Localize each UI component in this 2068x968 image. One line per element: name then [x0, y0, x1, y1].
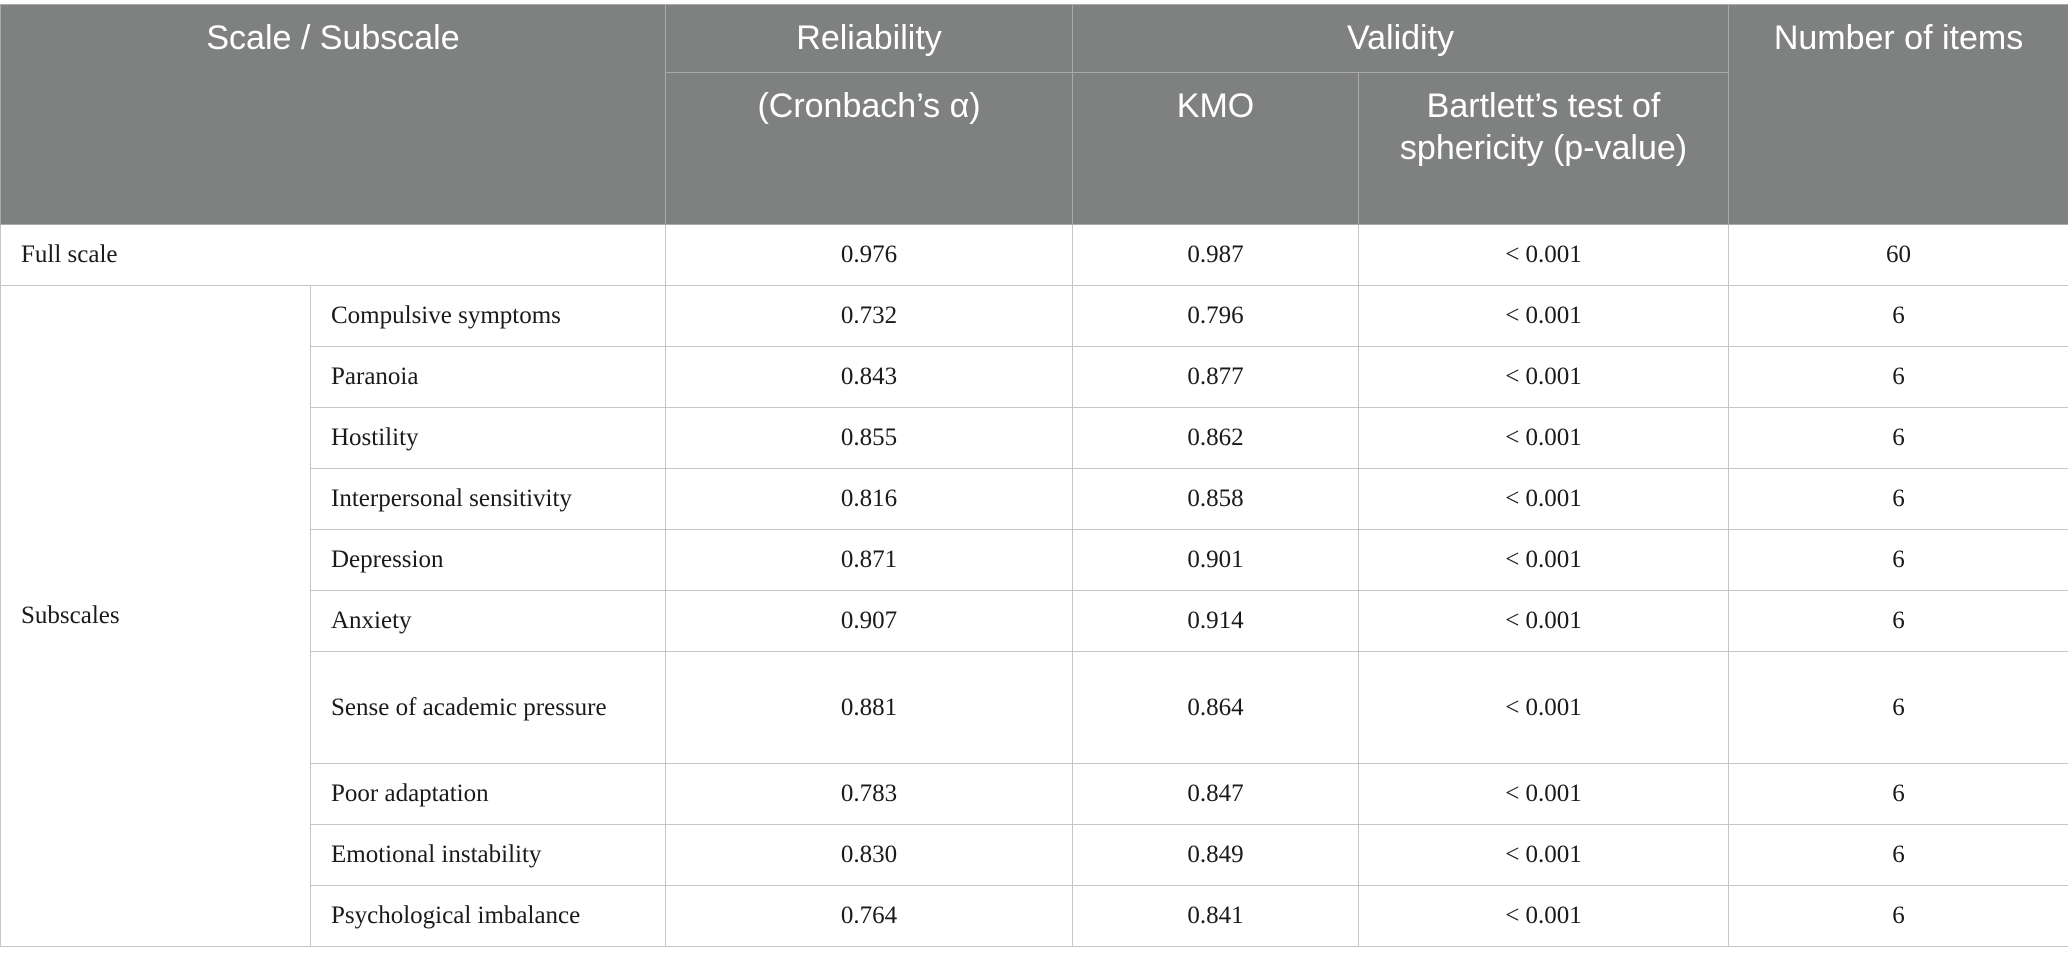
subscale-items: 6	[1728, 468, 2068, 530]
table-row: Depression 0.871 0.901 < 0.001 6	[1, 529, 2068, 591]
subscale-name: Interpersonal sensitivity	[309, 468, 667, 530]
subscale-bartlett: < 0.001	[1358, 346, 1730, 408]
subscale-items: 6	[1728, 651, 2068, 764]
subscale-alpha: 0.907	[665, 590, 1074, 652]
full-scale-bartlett: < 0.001	[1358, 224, 1730, 286]
table-row: Sense of academic pressure 0.881 0.864 <…	[1, 651, 2068, 764]
subscale-kmo: 0.877	[1072, 346, 1360, 408]
subscale-kmo: 0.862	[1072, 407, 1360, 469]
subscale-bartlett: < 0.001	[1358, 590, 1730, 652]
subscale-items: 6	[1728, 763, 2068, 825]
subscale-kmo: 0.796	[1072, 285, 1360, 347]
subscale-alpha: 0.855	[665, 407, 1074, 469]
table-row: Anxiety 0.907 0.914 < 0.001 6	[1, 590, 2068, 652]
subscale-bartlett: < 0.001	[1358, 824, 1730, 886]
subscale-items: 6	[1728, 824, 2068, 886]
subscale-name: Paranoia	[309, 346, 667, 408]
table-row-full-scale: Full scale 0.976 0.987 < 0.001 60	[0, 224, 2068, 286]
subscale-name: Sense of academic pressure	[309, 651, 667, 764]
header-number-of-items: Number of items	[1728, 4, 2068, 225]
subscale-kmo: 0.864	[1072, 651, 1360, 764]
subscale-alpha: 0.764	[665, 885, 1074, 947]
subscale-name: Emotional instability	[309, 824, 667, 886]
table-header: Scale / Subscale Reliability Validity Nu…	[0, 4, 2068, 225]
subscale-bartlett: < 0.001	[1358, 763, 1730, 825]
table-row: Interpersonal sensitivity 0.816 0.858 < …	[1, 468, 2068, 530]
subscale-alpha: 0.830	[665, 824, 1074, 886]
subscale-alpha: 0.732	[665, 285, 1074, 347]
header-bartlett: Bartlett’s test of sphericity (p-value)	[1358, 72, 1730, 225]
subscale-bartlett: < 0.001	[1358, 407, 1730, 469]
subscale-kmo: 0.901	[1072, 529, 1360, 591]
subscale-items: 6	[1728, 590, 2068, 652]
table-row: Hostility 0.855 0.862 < 0.001 6	[1, 407, 2068, 469]
header-cronbach-alpha: (Cronbach’s α)	[665, 72, 1074, 225]
header-row-1: Scale / Subscale Reliability Validity Nu…	[0, 4, 2068, 225]
table-row: Psychological imbalance 0.764 0.841 < 0.…	[1, 885, 2068, 947]
subscale-items: 6	[1728, 529, 2068, 591]
table-body: Full scale 0.976 0.987 < 0.001 60 Subsca…	[0, 224, 2068, 947]
subscale-alpha: 0.843	[665, 346, 1074, 408]
reliability-validity-table: Scale / Subscale Reliability Validity Nu…	[0, 4, 2068, 947]
subscale-items: 6	[1728, 285, 2068, 347]
subscale-name: Depression	[309, 529, 667, 591]
subscale-bartlett: < 0.001	[1358, 468, 1730, 530]
subscale-name: Hostility	[309, 407, 667, 469]
subscale-name: Psychological imbalance	[309, 885, 667, 947]
subscale-name: Poor adaptation	[309, 763, 667, 825]
subscale-items: 6	[1728, 346, 2068, 408]
full-scale-alpha: 0.976	[665, 224, 1074, 286]
subscale-kmo: 0.841	[1072, 885, 1360, 947]
full-scale-kmo: 0.987	[1072, 224, 1360, 286]
table-row: Emotional instability 0.830 0.849 < 0.00…	[1, 824, 2068, 886]
full-scale-label: Full scale	[0, 224, 667, 286]
subscale-name: Compulsive symptoms	[309, 285, 667, 347]
subscale-bartlett: < 0.001	[1358, 885, 1730, 947]
subscale-items: 6	[1728, 407, 2068, 469]
subscale-alpha: 0.783	[665, 763, 1074, 825]
subscale-kmo: 0.858	[1072, 468, 1360, 530]
header-row-2: (Cronbach’s α) KMO Bartlett’s test of sp…	[1, 72, 2068, 225]
subscale-items: 6	[1728, 885, 2068, 947]
subscales-group-label: Subscales	[0, 285, 311, 947]
table-row: Paranoia 0.843 0.877 < 0.001 6	[1, 346, 2068, 408]
table-row: Poor adaptation 0.783 0.847 < 0.001 6	[1, 763, 2068, 825]
table-row: Subscales Compulsive symptoms 0.732 0.79…	[0, 285, 2068, 947]
subscale-kmo: 0.914	[1072, 590, 1360, 652]
header-reliability: Reliability	[665, 4, 1074, 73]
subscale-alpha: 0.816	[665, 468, 1074, 530]
subscale-kmo: 0.847	[1072, 763, 1360, 825]
header-kmo: KMO	[1072, 72, 1360, 225]
header-validity: Validity	[1072, 4, 1730, 73]
header-scale-subscale: Scale / Subscale	[0, 4, 667, 225]
subscale-bartlett: < 0.001	[1358, 285, 1730, 347]
subscale-bartlett: < 0.001	[1358, 529, 1730, 591]
full-scale-items: 60	[1728, 224, 2068, 286]
subscale-alpha: 0.871	[665, 529, 1074, 591]
subscale-bartlett: < 0.001	[1358, 651, 1730, 764]
subscale-kmo: 0.849	[1072, 824, 1360, 886]
subscale-name: Anxiety	[309, 590, 667, 652]
subscale-alpha: 0.881	[665, 651, 1074, 764]
